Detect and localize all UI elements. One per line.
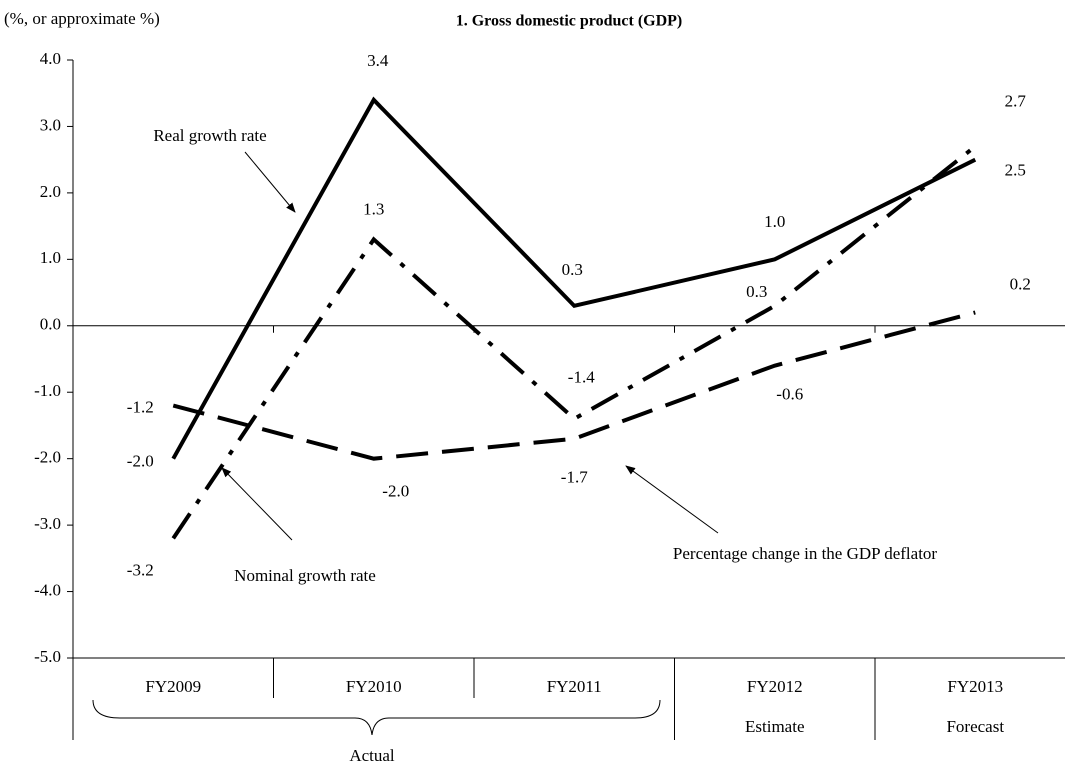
arrow [244, 151, 296, 213]
series-line [172, 310, 976, 461]
data-label: 0.3 [746, 282, 767, 301]
series-line [171, 144, 977, 540]
x-tick-label: FY2009 [145, 677, 201, 696]
y-tick-label: 3.0 [40, 115, 61, 134]
series-name: Percentage change in the GDP deflator [673, 544, 938, 563]
data-label: 0.3 [562, 260, 583, 279]
y-tick-label: 1.0 [40, 248, 61, 267]
data-label: -1.2 [127, 397, 154, 416]
data-label: -2.0 [382, 482, 409, 501]
y-tick-label: 0.0 [40, 315, 61, 334]
series-name: Nominal growth rate [234, 566, 376, 585]
x-tick-label: FY2011 [547, 677, 602, 696]
x-tick-label: FY2010 [346, 677, 402, 696]
data-label: 2.7 [1005, 91, 1027, 110]
y-tick-label: -5.0 [34, 647, 61, 666]
data-label: 1.3 [363, 199, 384, 218]
y-tick-label: -2.0 [34, 448, 61, 467]
y-tick-label: 4.0 [40, 49, 61, 68]
data-label: -3.2 [127, 560, 154, 579]
y-tick-label: -3.0 [34, 514, 61, 533]
data-label: 3.4 [367, 51, 389, 70]
brace [92, 699, 661, 736]
data-label: -1.4 [568, 368, 595, 387]
x-sublabel: Estimate [745, 717, 804, 736]
chart-title: 1. Gross domestic product (GDP) [456, 13, 683, 30]
data-label: 0.2 [1010, 274, 1031, 293]
x-tick-label: FY2013 [947, 677, 1003, 696]
data-label: 2.5 [1005, 161, 1026, 180]
group-label: Actual [349, 746, 395, 765]
series-name: Real growth rate [153, 126, 266, 145]
x-sublabel: Forecast [946, 717, 1004, 736]
data-label: -0.6 [776, 385, 803, 404]
y-tick-label: 2.0 [40, 182, 61, 201]
y-tick-label: -1.0 [34, 381, 61, 400]
y-tick-label: -4.0 [34, 580, 61, 599]
data-label: -2.0 [127, 452, 154, 471]
series-line [171, 96, 977, 460]
y-axis-label: (%, or approximate %) [4, 9, 160, 28]
x-tick-label: FY2012 [747, 677, 803, 696]
arrow [625, 465, 719, 534]
data-label: -1.7 [561, 468, 588, 487]
data-label: 1.0 [764, 212, 785, 231]
arrow [221, 467, 293, 541]
